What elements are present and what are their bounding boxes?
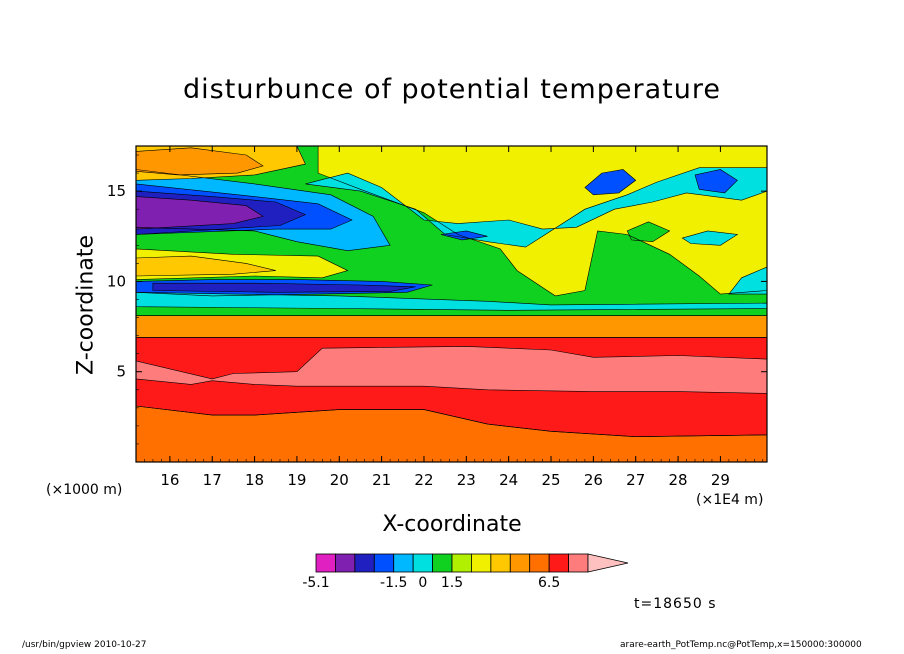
- contour-line-7: [136, 169, 391, 252]
- y-tick-label: 15: [107, 182, 126, 200]
- colorbar-cell: [451, 553, 472, 573]
- x-tick-label: 26: [584, 471, 603, 489]
- colorbar-label: 0: [418, 575, 427, 591]
- colorbar-cell: [548, 553, 569, 573]
- colorbar-label: -1.5: [380, 575, 407, 591]
- contour-region-blue-cell-1: [584, 169, 636, 195]
- contour-line-9: [136, 190, 307, 235]
- contour-region-pink-band: [136, 346, 767, 394]
- colorbar-label: 6.5: [538, 575, 560, 591]
- x-tick-label: 25: [541, 471, 560, 489]
- contour-region-orange-core-upper: [136, 147, 263, 175]
- contour-line-6: [305, 167, 767, 248]
- time-label: t=18650 s: [634, 596, 717, 612]
- contour-line-2: [136, 346, 767, 394]
- contour-region-cyan-right: [728, 267, 767, 295]
- y-tick-label: 10: [107, 272, 126, 290]
- x-tick-label: 22: [414, 471, 433, 489]
- y-tick-label: 5: [116, 363, 126, 381]
- contour-line-14: [136, 255, 276, 277]
- x-unit-right-label: (×1E4 m): [696, 492, 764, 508]
- colorbar-cell: [568, 553, 589, 573]
- contour-line-15: [136, 279, 433, 297]
- contour-line-11: [136, 146, 306, 181]
- colorbar-cell: [373, 553, 395, 573]
- x-tick-label: 17: [203, 471, 222, 489]
- contour-region-blue-cell-2: [695, 169, 738, 193]
- x-tick-label: 18: [245, 471, 264, 489]
- footer-right-text: arare-earth_PotTemp.nc@PotTemp,x=150000:…: [620, 640, 862, 650]
- x-tick-label: 23: [457, 471, 476, 489]
- contour-regions: [136, 146, 767, 462]
- x-tick-label: 20: [330, 471, 349, 489]
- y-axis-ticks: 5 10 15: [107, 154, 767, 445]
- contour-line-3: [136, 315, 767, 338]
- colorbar-cell: [490, 553, 511, 573]
- contour-line-22: [681, 230, 739, 246]
- contour-line-20: [440, 230, 488, 241]
- colorbar: -5.1 -1.5 0 1.5 6.5: [302, 553, 629, 591]
- colorbar-label: -5.1: [302, 575, 329, 591]
- colorbar-cell: [354, 553, 375, 573]
- x-tick-label: 19: [287, 471, 306, 489]
- x-tick-label: 16: [160, 471, 179, 489]
- contour-region-cyan-upper: [305, 167, 767, 248]
- contour-line-10: [136, 196, 264, 230]
- plot-frame: [135, 145, 768, 463]
- contour-lines: [136, 146, 767, 462]
- contour-line-23: [728, 266, 767, 295]
- x-tick-label: 28: [669, 471, 688, 489]
- contour-line-8: [136, 183, 353, 235]
- x-unit-left-label: (×1000 m): [46, 482, 123, 498]
- colorbar-cell: [432, 553, 453, 573]
- contour-line-13: [136, 248, 349, 280]
- contour-line-18: [584, 169, 637, 196]
- colorbar-cell: [412, 553, 433, 573]
- colorbar-cell: [393, 553, 414, 573]
- x-tick-label: 27: [626, 471, 645, 489]
- x-tick-label: 29: [711, 471, 730, 489]
- contour-region-cyan-jet: [136, 292, 767, 311]
- colorbar-cell: [529, 553, 550, 573]
- colorbar-cell: [335, 553, 356, 573]
- contour-line-21: [626, 221, 671, 243]
- footer-left-text: /usr/bin/gpview 2010-10-27: [22, 640, 147, 650]
- contour-line-19: [694, 169, 738, 194]
- colorbar-arrow: [587, 553, 629, 573]
- x-tick-label: 21: [372, 471, 391, 489]
- chart-title: disturbunce of potential temperature: [183, 74, 721, 105]
- x-axis-ticks: 16 17 18 19 20 21 22 23 24 25 26 27 28 29: [135, 146, 764, 489]
- contour-line-17: [136, 291, 767, 311]
- contour-region-green-cell: [627, 221, 670, 242]
- contour-region-purple-left: [136, 196, 263, 230]
- colorbar-cell: [471, 553, 492, 573]
- x-axis-label: X-coordinate: [382, 512, 522, 537]
- contour-line-12: [136, 147, 264, 176]
- contour-region-lower-layer: [136, 406, 767, 462]
- contour-region-navy-jet: [152, 283, 416, 293]
- contour-region-orange-mid-left: [136, 256, 276, 276]
- contour-line-16: [152, 282, 416, 293]
- x-tick-label: 24: [499, 471, 518, 489]
- colorbar-cell: [315, 553, 336, 573]
- colorbar-label: 1.5: [441, 575, 463, 591]
- colorbar-cell: [509, 553, 531, 573]
- contour-line-4: [136, 146, 767, 317]
- contour-region-orange-band: [136, 315, 767, 338]
